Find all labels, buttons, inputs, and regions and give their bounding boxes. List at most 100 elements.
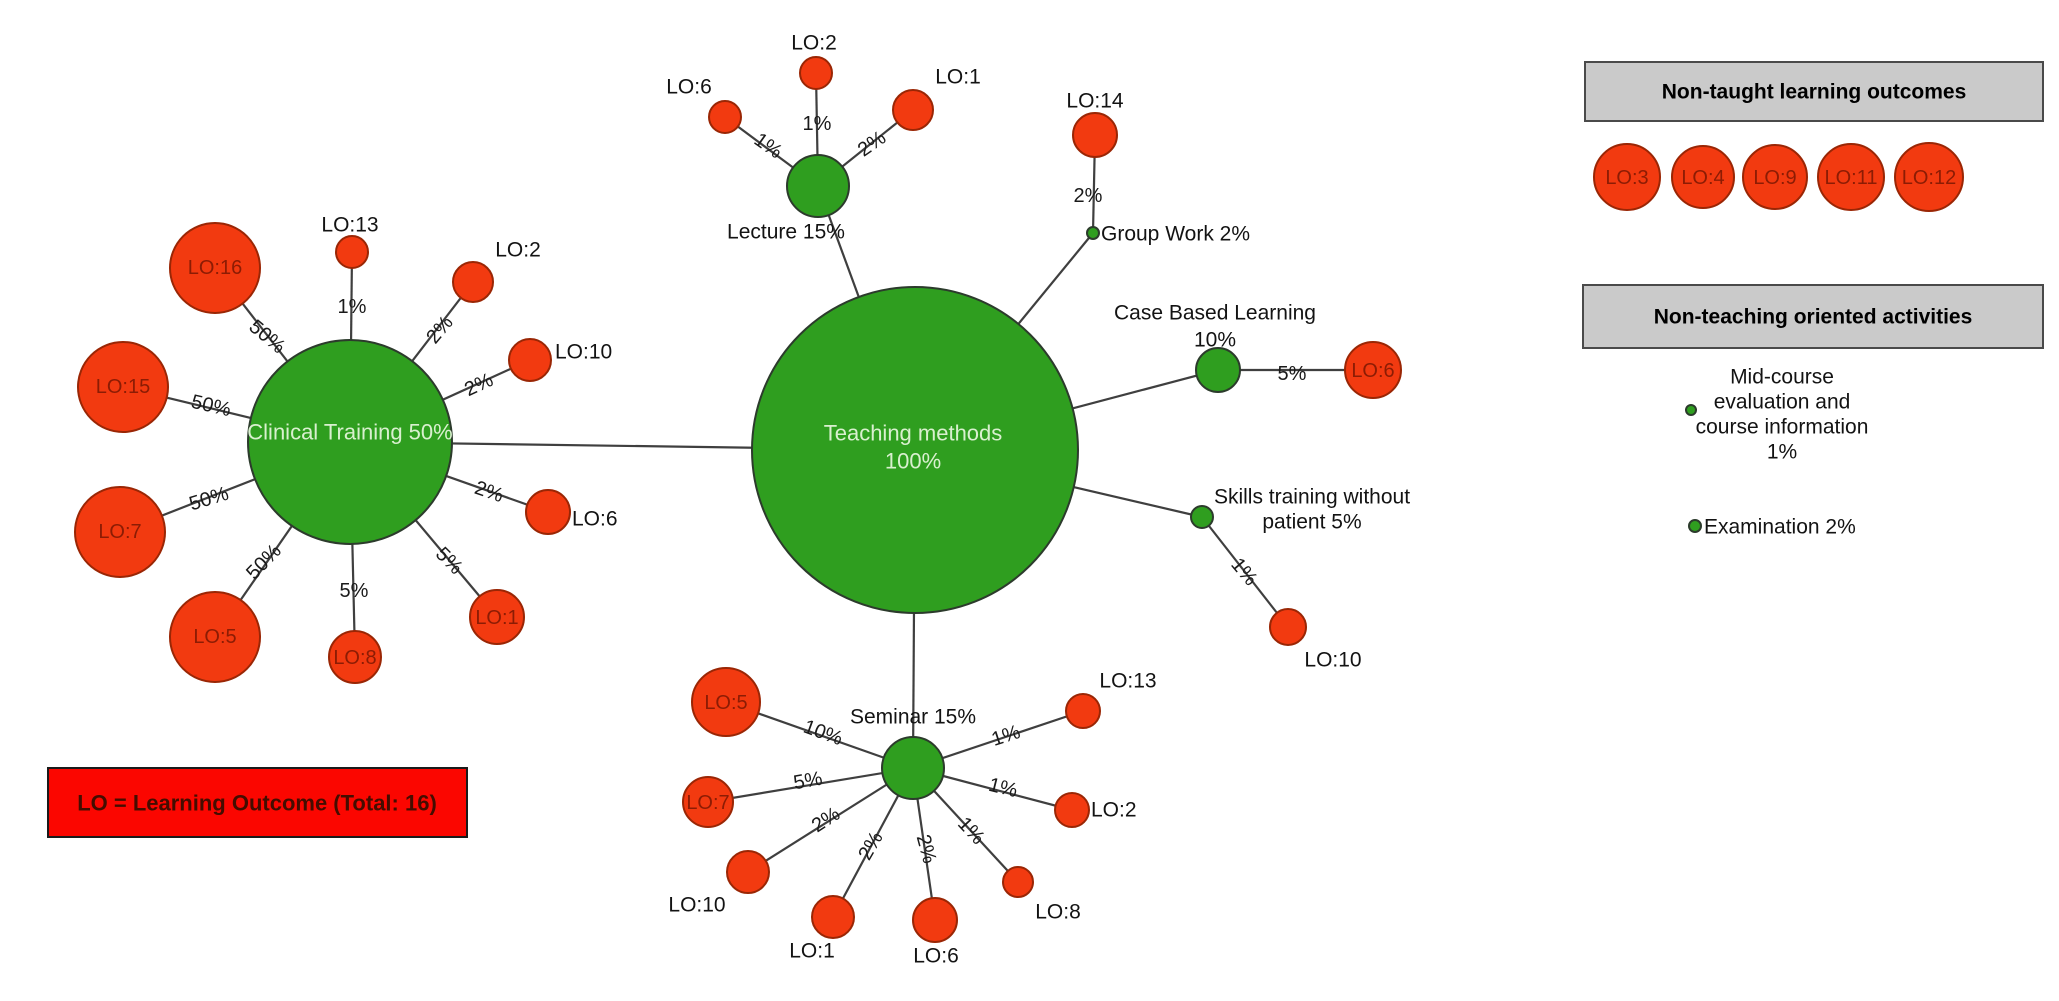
clinical-lo5-label: LO:5 — [193, 626, 236, 648]
pct-seminar-lo5: 10% — [800, 716, 845, 750]
node-examination-dot — [1688, 519, 1702, 533]
pct-clinical-lo6: 2% — [472, 477, 507, 507]
node-labels: Teaching methods 100% Clinical Training … — [247, 221, 1410, 729]
pct-casebased-lo6: 5% — [1278, 363, 1307, 385]
non-taught-panel: Non-taught learning outcomes LO:3 LO:4 L… — [1584, 61, 2044, 212]
seminar-lo1-label: LO:1 — [789, 940, 835, 963]
clinical-lo2-label: LO:2 — [495, 239, 541, 262]
node-nontaught-lo4 — [1671, 145, 1735, 209]
seminar-lo8-label: LO:8 — [1035, 901, 1081, 924]
node-clinical-lo16 — [169, 222, 261, 314]
clinical-lo16-label: LO:16 — [188, 257, 242, 279]
nontaught-lo12-label: LO:12 — [1902, 167, 1956, 189]
node-seminar-lo10 — [726, 850, 770, 894]
node-seminar-lo8 — [1002, 866, 1034, 898]
node-seminar-lo13 — [1065, 693, 1101, 729]
node-nontaught-lo9 — [1742, 144, 1808, 210]
non-taught-header-box — [1584, 61, 2044, 122]
lecture-lo2-label: LO:2 — [791, 32, 837, 55]
node-lecture-lo6 — [708, 100, 742, 134]
node-nontaught-lo11 — [1817, 143, 1885, 211]
non-teaching-header-box — [1582, 284, 2044, 349]
seminar-label: Seminar 15% — [850, 706, 976, 729]
legend-box — [47, 767, 468, 838]
node-casebased-lo6 — [1344, 341, 1402, 399]
legend-text: LO = Learning Outcome (Total: 16) — [77, 791, 437, 816]
node-seminar-lo5 — [691, 667, 761, 737]
non-taught-title: Non-taught learning outcomes — [1662, 81, 1967, 104]
pct-seminar-lo6: 2% — [912, 832, 941, 866]
node-clinical-lo15 — [77, 341, 169, 433]
outcome-nodes — [74, 56, 1402, 943]
clinical-lo7-label: LO:7 — [98, 521, 141, 543]
clinical-lo8-label: LO:8 — [333, 647, 376, 669]
pct-clinical-lo7: 50% — [187, 483, 232, 516]
non-teaching-title: Non-teaching oriented activities — [1654, 306, 1973, 329]
teaching-methods-pct: 100% — [885, 449, 941, 474]
pct-skills-lo10: 1% — [1226, 554, 1262, 590]
node-clinical-lo5 — [169, 591, 261, 683]
nontaught-lo11-label: LO:11 — [1825, 167, 1878, 189]
outcome-labels-inside: LO:16 LO:15 LO:7 LO:5 LO:8 LO:1 LO:6 LO:… — [96, 257, 1395, 814]
seminar-lo6-label: LO:6 — [913, 945, 959, 968]
node-clinical-lo13 — [335, 235, 369, 269]
clinical-lo1-label: LO:1 — [475, 607, 518, 629]
node-clinical-lo1 — [469, 589, 525, 645]
seminar-lo10-label: LO:10 — [668, 894, 725, 917]
nontaught-lo4-label: LO:4 — [1681, 167, 1724, 189]
link-skills-lo10 — [1201, 516, 1289, 628]
skills-label-line1: Skills training without — [1214, 486, 1410, 509]
node-seminar-lo7 — [682, 776, 734, 828]
link-seminar-lo10 — [747, 767, 914, 873]
skills-label-line2: patient 5% — [1262, 511, 1361, 534]
seminar-lo13-label: LO:13 — [1099, 670, 1156, 693]
node-seminar-lo2 — [1054, 792, 1090, 828]
case-based-pct: 10% — [1194, 329, 1236, 352]
pct-groupwork-lo14: 2% — [1074, 185, 1103, 207]
casebased-lo6-label: LO:6 — [1351, 360, 1394, 382]
pct-clinical-lo8: 5% — [340, 580, 369, 602]
node-clinical-lo10 — [508, 338, 552, 382]
node-clinical-lo2 — [452, 261, 494, 303]
group-work-label: Group Work 2% — [1101, 223, 1250, 246]
examination-label: Examination 2% — [1704, 516, 1856, 539]
node-lecture-lo1 — [892, 89, 934, 131]
node-lecture-lo2 — [799, 56, 833, 90]
node-seminar — [881, 736, 945, 800]
clinical-lo15-label: LO:15 — [96, 376, 150, 398]
method-nodes — [247, 154, 1241, 800]
pct-seminar-lo13: 1% — [989, 721, 1023, 751]
pct-seminar-lo7: 5% — [792, 768, 825, 795]
pct-clinical-lo13: 1% — [338, 296, 367, 318]
pct-clinical-lo16: 50% — [245, 316, 290, 359]
pct-clinical-lo10: 2% — [461, 369, 497, 401]
seminar-lo7-label: LO:7 — [686, 792, 729, 814]
midcourse-label-line1: Mid-course — [1730, 366, 1834, 389]
pct-lecture-lo2: 1% — [803, 113, 832, 135]
node-seminar-lo1 — [811, 895, 855, 939]
non-teaching-panel: Non-teaching oriented activities Mid-cou… — [1582, 284, 2044, 539]
seminar-lo2-label: LO:2 — [1091, 799, 1137, 822]
midcourse-label-line2: evaluation and — [1714, 391, 1851, 414]
seminar-lo5-label: LO:5 — [704, 692, 747, 714]
midcourse-label-line3: course information — [1696, 416, 1869, 439]
lecture-lo6-label: LO:6 — [666, 76, 712, 99]
node-skills-lo10 — [1269, 608, 1307, 646]
node-groupwork-lo14 — [1072, 112, 1118, 158]
lecture-label: Lecture 15% — [727, 221, 845, 244]
node-nontaught-lo12 — [1894, 142, 1964, 212]
groupwork-lo14-label: LO:14 — [1066, 90, 1124, 113]
node-seminar-lo6 — [912, 897, 958, 943]
clinical-lo6-label: LO:6 — [572, 508, 618, 531]
teaching-methods-label: Teaching methods — [824, 421, 1003, 446]
pct-clinical-lo15: 50% — [189, 391, 233, 421]
node-skills-training — [1190, 505, 1214, 529]
skills-lo10-label: LO:10 — [1304, 649, 1361, 672]
clinical-lo10-label: LO:10 — [555, 341, 612, 364]
case-based-label: Case Based Learning — [1114, 302, 1316, 325]
lecture-lo1-label: LO:1 — [935, 66, 981, 89]
node-clinical-lo8 — [328, 630, 382, 684]
node-nontaught-lo3 — [1593, 143, 1661, 211]
